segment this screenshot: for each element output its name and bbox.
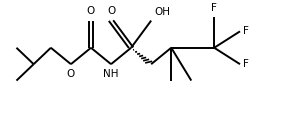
Text: NH: NH — [103, 70, 119, 79]
Text: F: F — [243, 26, 249, 36]
Text: F: F — [211, 3, 217, 13]
Text: O: O — [67, 69, 75, 79]
Text: F: F — [243, 59, 249, 69]
Text: OH: OH — [155, 7, 170, 17]
Text: O: O — [87, 6, 95, 16]
Text: O: O — [107, 6, 115, 16]
